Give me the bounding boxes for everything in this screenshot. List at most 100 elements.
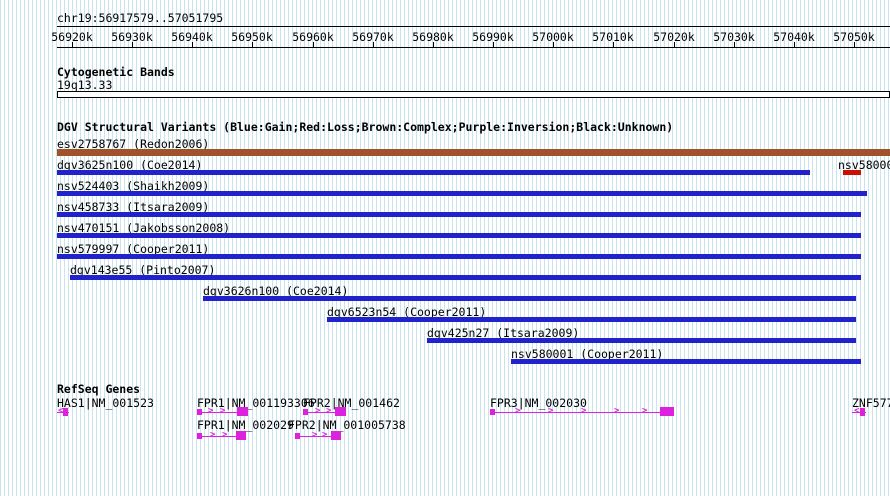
strand-arrow-icon: > — [208, 406, 214, 416]
ruler-tick-label: 56980k — [412, 30, 454, 44]
cytoband-track[interactable] — [57, 91, 890, 98]
variant-label[interactable]: nsv580001 (Cooper2011) — [511, 347, 664, 361]
variant-bar[interactable] — [57, 254, 861, 259]
gene-exon[interactable] — [335, 407, 346, 416]
variant-bar[interactable] — [203, 296, 856, 301]
dgv-title: DGV Structural Variants (Blue:Gain;Red:L… — [57, 120, 674, 134]
refseq-title: RefSeq Genes — [57, 382, 141, 396]
strand-arrow-icon: > — [515, 406, 521, 416]
ruler-tick — [373, 42, 374, 47]
variant-bar[interactable] — [70, 275, 861, 280]
gene-line[interactable] — [295, 436, 341, 437]
gene-label[interactable]: ZNF577 — [852, 396, 890, 410]
gene-label[interactable]: FPR3|NM_002030 — [490, 396, 587, 410]
ruler-tick — [794, 42, 795, 47]
gene-line[interactable] — [852, 412, 866, 413]
strand-arrow-icon: > — [581, 406, 587, 416]
ruler-tick-label: 56960k — [292, 30, 334, 44]
strand-arrow-icon: > — [220, 406, 226, 416]
variant-bar[interactable] — [843, 170, 861, 175]
strand-arrow-icon: < — [854, 406, 860, 416]
variant-label[interactable]: nsv524403 (Shaikh2009) — [57, 179, 210, 193]
strand-arrow-icon: > — [548, 406, 554, 416]
ruler-tick — [72, 42, 73, 47]
variant-label[interactable]: dgv425n27 (Itsara2009) — [427, 326, 580, 340]
ruler-tick-label: 57020k — [653, 30, 695, 44]
ruler-tick — [613, 42, 614, 47]
gene-label[interactable]: FPR1|NM_002029 — [197, 418, 294, 432]
strand-arrow-icon: > — [312, 430, 318, 440]
ruler-tick-label: 57050k — [833, 30, 875, 44]
strand-arrow-icon: > — [222, 430, 228, 440]
ruler-tick — [433, 42, 434, 47]
gene-line[interactable] — [303, 412, 346, 413]
variant-bar[interactable] — [327, 317, 856, 322]
strand-arrow-icon: > — [614, 406, 620, 416]
ruler-tick — [192, 42, 193, 47]
strand-arrow-icon: > — [322, 430, 328, 440]
variant-label[interactable]: esv2758767 (Redon2006) — [57, 137, 210, 151]
ruler-tick-label: 57000k — [532, 30, 574, 44]
strand-arrow-icon: < — [58, 406, 64, 416]
ruler-tick-label: 56950k — [231, 30, 273, 44]
gene-exon[interactable] — [860, 408, 865, 416]
variant-label[interactable]: nsv470151 (Jakobsson2008) — [57, 221, 231, 235]
ruler-tick-label: 57030k — [713, 30, 755, 44]
gene-label[interactable]: HAS1|NM_001523 — [57, 396, 154, 410]
ruler-top-line — [57, 26, 890, 27]
variant-label[interactable]: dgv6523n54 (Cooper2011) — [327, 305, 487, 319]
variant-label[interactable]: dgv3626n100 (Coe2014) — [203, 284, 349, 298]
strand-arrow-icon: > — [326, 406, 332, 416]
gene-line[interactable] — [197, 436, 246, 437]
gene-exon[interactable] — [303, 409, 308, 415]
variant-bar[interactable] — [57, 233, 861, 238]
variant-label[interactable]: nsv580005 — [838, 158, 890, 172]
gene-exon[interactable] — [490, 409, 495, 415]
ruler-tick-label: 57040k — [773, 30, 815, 44]
ruler-tick — [493, 42, 494, 47]
ruler-bottom-line — [57, 47, 890, 48]
gene-label[interactable]: FPR1|NM_001193306 — [197, 396, 315, 410]
gene-line[interactable] — [490, 412, 674, 413]
ruler-tick — [313, 42, 314, 47]
ruler-tick-label: 56920k — [51, 30, 93, 44]
variant-bar[interactable] — [57, 170, 810, 175]
ruler-tick-label: 57010k — [592, 30, 634, 44]
variant-bar[interactable] — [57, 191, 867, 196]
strand-arrow-icon: > — [210, 430, 216, 440]
variant-bar[interactable] — [57, 212, 861, 217]
ruler-tick — [132, 42, 133, 47]
gene-label[interactable]: FPR2|NM_001005738 — [288, 418, 406, 432]
variant-bar[interactable] — [427, 338, 856, 343]
ruler-tick-label: 56990k — [472, 30, 514, 44]
ruler-tick-label: 56970k — [352, 30, 394, 44]
strand-arrow-icon: > — [315, 406, 321, 416]
gene-exon[interactable] — [63, 408, 68, 416]
variant-bar[interactable] — [511, 359, 861, 364]
gene-line[interactable] — [197, 412, 248, 413]
variant-label[interactable]: dgv143e55 (Pinto2007) — [70, 263, 216, 277]
variant-label[interactable]: nsv579997 (Cooper2011) — [57, 242, 210, 256]
gene-exon[interactable] — [197, 433, 202, 439]
ruler-tick-label: 56940k — [171, 30, 213, 44]
cytobands-title: Cytogenetic Bands — [57, 65, 175, 79]
ruler-tick — [252, 42, 253, 47]
strand-arrow-icon: > — [642, 406, 648, 416]
variant-bar[interactable] — [57, 149, 890, 156]
gene-exon[interactable] — [660, 407, 674, 416]
gene-exon[interactable] — [236, 431, 246, 440]
gene-exon[interactable] — [197, 409, 202, 415]
gene-exon[interactable] — [237, 407, 248, 416]
gene-exon[interactable] — [295, 433, 300, 439]
ruler-tick — [854, 42, 855, 47]
cytoband-label: 19q13.33 — [57, 78, 113, 92]
gene-label[interactable]: FPR2|NM_001462 — [303, 396, 400, 410]
ruler-tick — [674, 42, 675, 47]
variant-label[interactable]: nsv458733 (Itsara2009) — [57, 200, 210, 214]
ruler-tick — [553, 42, 554, 47]
position-label: chr19:56917579..57051795 — [57, 11, 224, 25]
ruler-tick-label: 56930k — [111, 30, 153, 44]
gene-exon[interactable] — [331, 431, 341, 440]
variant-label[interactable]: dgv3625n100 (Coe2014) — [57, 158, 203, 172]
